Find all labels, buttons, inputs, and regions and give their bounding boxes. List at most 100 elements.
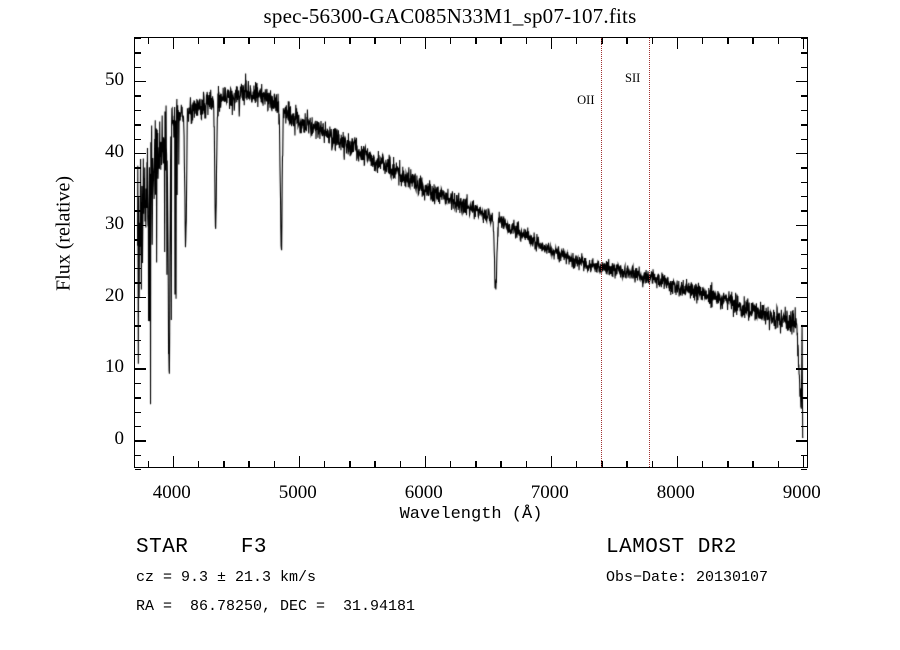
y-minor-tick [135,382,141,385]
x-major-tick [172,456,175,467]
x-major-tick [676,456,679,467]
y-minor-tick-right [801,354,807,356]
x-minor-tick [500,461,502,467]
y-tick-label: 20 [105,284,124,306]
y-major-tick [135,368,146,370]
y-minor-tick [135,196,141,198]
y-major-tick-right [796,152,807,155]
y-minor-tick [135,124,141,126]
marker-line-sii [649,38,650,467]
x-minor-tick-top [626,38,628,44]
y-minor-tick-right [801,66,807,69]
y-minor-tick-right [801,469,807,471]
y-major-tick-right [796,440,807,442]
y-minor-tick [135,239,141,241]
marker-label-oii: OII [577,93,595,107]
x-minor-tick-top [223,38,225,44]
x-minor-tick-top [500,38,502,44]
y-tick-label: 40 [105,140,124,162]
x-minor-tick [197,461,200,467]
y-major-tick-right [796,296,807,298]
y-minor-tick-right [801,454,807,457]
y-minor-tick-right [801,282,807,284]
y-major-tick [135,440,146,442]
y-minor-tick [135,411,141,413]
x-minor-tick [575,461,578,467]
y-major-tick-right [796,368,807,370]
x-minor-tick-top [727,38,729,44]
x-minor-tick-top [197,38,200,44]
y-minor-tick [135,339,141,342]
x-minor-tick-top [651,38,653,44]
plot-area: OII SII [134,37,809,471]
x-minor-tick-top [349,38,351,44]
x-major-tick-top [676,38,679,49]
y-minor-tick [135,109,141,112]
y-major-tick [135,152,146,155]
x-minor-tick [223,461,225,467]
x-minor-tick [147,461,149,467]
x-minor-tick-top [399,38,401,44]
survey-text: LAMOST DR2 [606,536,738,559]
x-minor-tick-top [752,38,754,44]
y-minor-tick [135,138,141,140]
x-minor-tick [752,461,754,467]
x-minor-tick-top [147,38,149,44]
marker-label-sii: SII [625,71,641,85]
y-tick-label: 50 [105,69,124,91]
y-minor-tick-right [801,109,807,112]
y-minor-tick-right [801,52,807,54]
x-minor-tick-top [323,38,326,44]
obs-date-text: Obs−Date: 20130107 [606,569,769,586]
x-major-tick [550,456,553,467]
x-minor-tick [273,461,275,467]
y-minor-tick [135,267,141,270]
y-minor-tick-right [801,339,807,342]
x-minor-tick [701,461,704,467]
y-minor-tick-right [801,196,807,198]
x-major-tick [298,456,301,467]
spectrum-trace [135,38,809,469]
x-major-tick-top [172,38,175,49]
x-minor-tick [475,461,477,467]
x-minor-tick-top [248,38,250,44]
y-minor-tick [135,52,141,54]
x-minor-tick [374,461,376,467]
page-title: spec-56300-GAC085N33M1_sp07-107.fits [263,4,637,28]
y-major-tick-right [796,81,807,83]
y-minor-tick-right [801,310,807,313]
x-major-tick-top [550,38,553,49]
x-minor-tick-top [777,38,779,44]
y-minor-tick-right [801,38,807,40]
marker-line-oii [601,38,603,467]
y-minor-tick-right [801,411,807,413]
y-minor-tick [135,425,141,428]
y-minor-tick-right [801,253,807,255]
x-minor-tick-top [701,38,704,44]
y-minor-tick [135,325,141,327]
x-major-tick [802,456,805,467]
x-minor-tick [323,461,326,467]
y-minor-tick-right [801,210,807,212]
y-tick-label: 30 [105,212,124,234]
y-minor-tick [135,397,141,399]
y-minor-tick-right [801,95,807,97]
y-tick-label: 10 [105,356,124,378]
x-major-tick-top [802,38,805,49]
x-axis-label: Wavelength (Å) [399,505,543,524]
x-minor-tick-top [475,38,477,44]
y-minor-tick-right [801,267,807,270]
y-major-tick-right [796,224,807,227]
footer-left-block: STAR F3 cz = 9.3 ± 21.3 km/s RA = 86.782… [136,533,415,621]
y-minor-tick [135,282,141,284]
x-minor-tick [449,461,452,467]
object-class-text: STAR F3 [136,536,268,559]
y-minor-tick-right [801,382,807,385]
y-minor-tick-right [801,239,807,241]
x-tick-label: 5000 [278,482,317,503]
x-minor-tick-top [449,38,452,44]
x-minor-tick [399,461,401,467]
y-major-tick [135,224,146,227]
y-minor-tick-right [801,167,807,169]
